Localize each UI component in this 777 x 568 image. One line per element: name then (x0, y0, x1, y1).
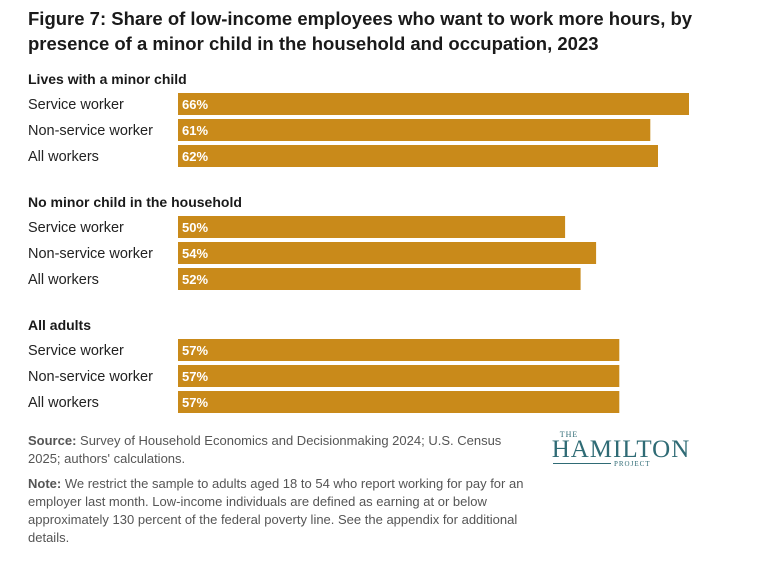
category-label: Non-service worker (28, 246, 153, 262)
logo-project: PROJECT (614, 460, 651, 468)
logo-name: HAMILTON (551, 436, 691, 463)
bar-value-label: 57% (182, 343, 208, 358)
category-label: All workers (28, 149, 99, 165)
chart-title: Figure 7: Share of low-income employees … (28, 8, 693, 54)
source-note: Source: Survey of Household Economics an… (28, 432, 528, 468)
category-label: Service worker (28, 343, 124, 359)
methodology-note: Note: We restrict the sample to adults a… (28, 475, 528, 547)
bar-value-label: 57% (182, 369, 208, 384)
group-label: All adults (28, 317, 91, 333)
category-label: Non-service worker (28, 369, 153, 385)
bar (178, 145, 658, 167)
logo-rule (553, 463, 611, 464)
bar (178, 365, 620, 387)
category-label: Service worker (28, 97, 124, 113)
bar-value-label: 50% (182, 220, 208, 235)
bar-value-label: 52% (182, 272, 208, 287)
source-text: Survey of Household Economics and Decisi… (28, 433, 502, 466)
bar (178, 391, 620, 413)
category-label: All workers (28, 395, 99, 411)
bar (178, 339, 620, 361)
bar (178, 93, 689, 115)
group-label: Lives with a minor child (28, 71, 187, 87)
bar (178, 242, 597, 264)
note-text: We restrict the sample to adults aged 18… (28, 476, 524, 545)
bar (178, 216, 566, 238)
bar (178, 119, 651, 141)
group-label: No minor child in the household (28, 194, 242, 210)
bar-value-label: 62% (182, 149, 208, 164)
note-label: Note: (28, 476, 62, 491)
bar (178, 268, 581, 290)
bar-chart: Lives with a minor child Service worker 66… (28, 71, 689, 413)
bar-value-label: 54% (182, 246, 208, 261)
category-label: All workers (28, 272, 99, 288)
logo-the: THE (559, 430, 579, 439)
bar-value-label: 61% (182, 123, 208, 138)
hamilton-project-logo: THE HAMILTON PROJECT (549, 430, 692, 470)
category-label: Service worker (28, 220, 124, 236)
category-label: Non-service worker (28, 123, 153, 139)
bar-value-label: 66% (182, 97, 208, 112)
source-label: Source: (28, 433, 77, 448)
bar-value-label: 57% (182, 395, 208, 410)
